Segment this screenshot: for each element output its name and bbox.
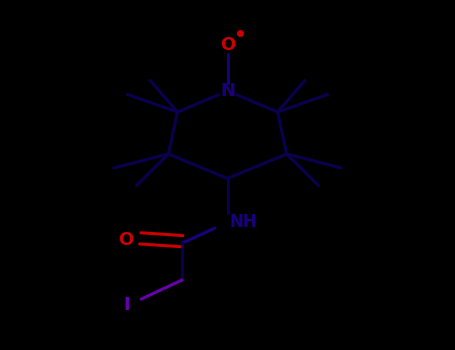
Text: N: N: [220, 82, 235, 100]
Text: O: O: [220, 36, 235, 55]
Text: NH: NH: [230, 213, 257, 231]
Text: O: O: [118, 231, 134, 249]
Text: I: I: [123, 295, 130, 314]
